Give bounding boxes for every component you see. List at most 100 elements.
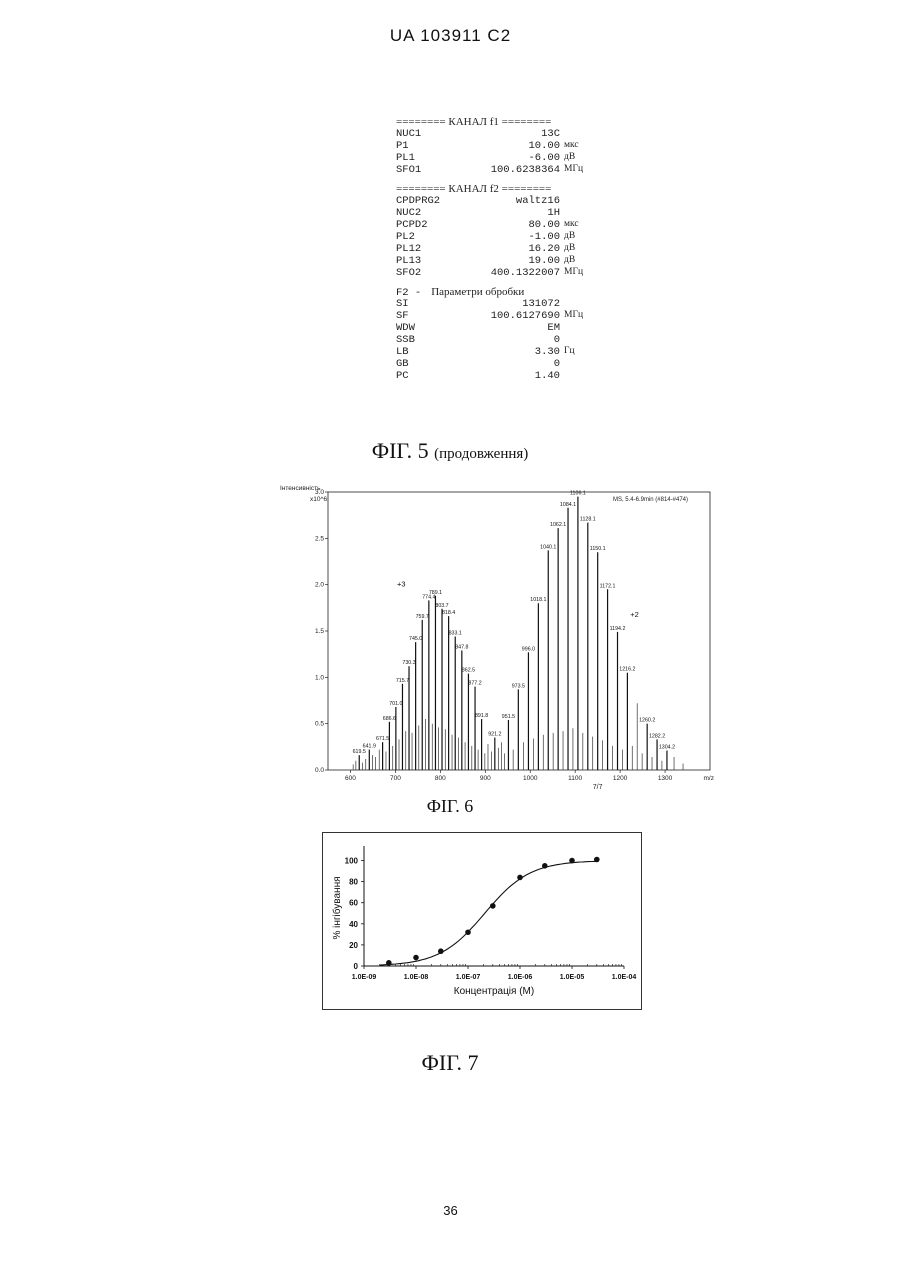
param-value: 1H bbox=[547, 207, 560, 219]
charge-state-label: +2 bbox=[630, 610, 639, 619]
param-value: 19.00 bbox=[528, 255, 560, 267]
peak-label: 973.5 bbox=[512, 683, 525, 689]
x-tick-label: 1.0E-07 bbox=[456, 974, 481, 981]
param-value: waltz16 bbox=[516, 195, 560, 207]
param-value: 16.20 bbox=[528, 243, 560, 255]
data-point bbox=[517, 875, 523, 881]
param-unit: дВ bbox=[564, 243, 575, 253]
mass-spectrum-chart: Інтенсивністьx10^6MS, 5.4-6.9min (#814-#… bbox=[278, 480, 718, 796]
y-tick-label: 2.0 bbox=[315, 582, 324, 589]
param-value: 1.40 bbox=[535, 370, 560, 382]
param-value: 80.00 bbox=[528, 219, 560, 231]
param-unit: дВ bbox=[564, 152, 575, 162]
param-value: 0 bbox=[554, 334, 560, 346]
param-value: 10.00 bbox=[528, 140, 560, 152]
param-value: 13C bbox=[541, 128, 560, 140]
processing-header-label: Параметри обробки bbox=[431, 286, 524, 298]
param-key: NUC2 bbox=[396, 207, 421, 219]
param-value: 131072 bbox=[522, 298, 560, 310]
data-point bbox=[465, 929, 471, 935]
param-value: 400.1322007 bbox=[491, 267, 560, 279]
channel-separator: ======== КАНАЛ f1 ======== bbox=[396, 116, 596, 128]
peak-label: 877.2 bbox=[468, 681, 481, 687]
y-tick-label: 100 bbox=[345, 857, 359, 866]
y-tick-label: 60 bbox=[349, 899, 358, 908]
param-key: P1 bbox=[396, 140, 409, 152]
peak-label: 1194.2 bbox=[610, 626, 626, 632]
param-row: PL2-1.00дВ bbox=[396, 231, 596, 243]
x-tick-label: 1.0E-06 bbox=[508, 974, 533, 981]
param-row: CPDPRG2 waltz16 bbox=[396, 195, 596, 207]
peak-label: 1260.2 bbox=[639, 718, 655, 724]
param-row: PC1.40 bbox=[396, 370, 596, 382]
x-tick-label: 1300 bbox=[658, 775, 673, 782]
channel-separator: ======== КАНАЛ f2 ======== bbox=[396, 183, 596, 195]
peak-label: 759.7 bbox=[416, 614, 429, 620]
data-point bbox=[413, 955, 419, 961]
param-key: SI bbox=[396, 298, 409, 310]
nmr-parameter-listing: ======== КАНАЛ f1 ========NUC113CP110.00… bbox=[396, 116, 596, 382]
channel-separator-text: ======== КАНАЛ f1 ======== bbox=[396, 116, 551, 128]
page-number: 36 bbox=[0, 1203, 901, 1218]
peak-label: 686.6 bbox=[383, 716, 396, 722]
data-point bbox=[542, 863, 548, 869]
channel-separator-text: ======== КАНАЛ f2 ======== bbox=[396, 183, 551, 195]
peak-label: 803.7 bbox=[435, 603, 448, 609]
param-row: GB0 bbox=[396, 358, 596, 370]
x-tick-label: 1.0E-09 bbox=[352, 974, 377, 981]
x-tick-label: 1.0E-08 bbox=[404, 974, 429, 981]
peak-label: 789.1 bbox=[429, 590, 442, 596]
processing-header: F2 -Параметри обробки bbox=[396, 286, 596, 298]
y-tick-label: 20 bbox=[349, 941, 358, 950]
peak-label: 951.5 bbox=[502, 714, 515, 720]
x-tick-label: 1100 bbox=[568, 775, 582, 782]
figure-subscript-label: 7/7 bbox=[593, 784, 603, 791]
y-tick-label: 0 bbox=[354, 962, 359, 971]
x-axis-title: Концентрація (М) bbox=[454, 986, 534, 997]
param-unit: МГц bbox=[564, 310, 583, 320]
param-key: PL2 bbox=[396, 231, 415, 243]
peak-label: 1062.1 bbox=[550, 522, 566, 528]
patent-header: UA 103911 C2 bbox=[0, 26, 901, 46]
peak-label: 833.1 bbox=[449, 631, 462, 637]
peak-label: 701.0 bbox=[389, 701, 402, 707]
data-point bbox=[386, 960, 392, 966]
param-row: SSB0 bbox=[396, 334, 596, 346]
param-unit: Гц bbox=[564, 346, 575, 356]
param-key: WDW bbox=[396, 322, 415, 334]
peak-label: 1040.1 bbox=[540, 544, 556, 550]
figure-frame bbox=[323, 833, 642, 1010]
peak-label: 641.9 bbox=[363, 744, 376, 750]
param-value: -1.00 bbox=[528, 231, 560, 243]
param-row: SI 131072 bbox=[396, 298, 596, 310]
param-unit: МГц bbox=[564, 164, 583, 174]
param-key: PL12 bbox=[396, 243, 421, 255]
param-unit: дВ bbox=[564, 255, 575, 265]
y-tick-label: 0.0 bbox=[315, 767, 324, 774]
peak-label: 1282.2 bbox=[649, 733, 665, 739]
param-value: -6.00 bbox=[528, 152, 560, 164]
param-row: PL1-6.00дВ bbox=[396, 152, 596, 164]
x-unit-label: m/z bbox=[704, 775, 714, 782]
peak-label: 1128.1 bbox=[580, 517, 596, 523]
data-point bbox=[490, 903, 496, 909]
param-row: SFO1100.6238364МГц bbox=[396, 164, 596, 176]
charge-state-label: +3 bbox=[397, 580, 406, 589]
param-key: LB bbox=[396, 346, 409, 358]
param-key: CPDPRG2 bbox=[396, 195, 440, 207]
param-row: PL1319.00дВ bbox=[396, 255, 596, 267]
param-row: LB3.30Гц bbox=[396, 346, 596, 358]
y-tick-label: 3.0 bbox=[315, 489, 324, 496]
data-point bbox=[438, 948, 444, 954]
figure-5-caption: ФІГ. 5 (продовження) bbox=[300, 438, 600, 464]
param-value: 100.6127690 bbox=[491, 310, 560, 322]
x-tick-label: 1.0E-04 bbox=[612, 974, 637, 981]
data-point bbox=[594, 857, 600, 863]
peak-label: 921.2 bbox=[488, 732, 501, 738]
param-key: SF bbox=[396, 310, 409, 322]
peak-label: 1172.1 bbox=[600, 583, 616, 589]
peak-label: 818.4 bbox=[442, 610, 455, 616]
peak-label: 715.7 bbox=[396, 678, 409, 684]
param-unit: мкс bbox=[564, 219, 579, 229]
peak-label: 671.5 bbox=[376, 736, 389, 742]
